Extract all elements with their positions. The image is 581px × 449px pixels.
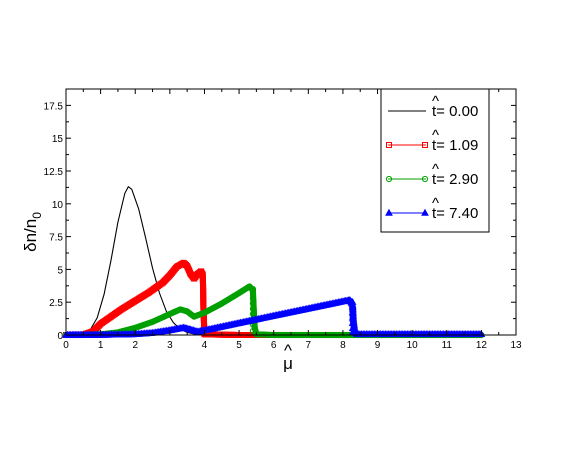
legend-hat: ^ (432, 127, 439, 144)
y-axis-label-sub: 0 (30, 212, 44, 219)
y-tick-label: 17.5 (44, 101, 64, 112)
x-axis-label: μ (283, 354, 293, 373)
legend-hat: ^ (432, 161, 439, 178)
series-point (189, 312, 197, 319)
x-tick-label: 1 (98, 340, 104, 351)
x-tick-label: 2 (132, 340, 138, 351)
x-tick-label: 8 (340, 340, 346, 351)
x-tick-label: 10 (407, 340, 419, 351)
x-tick-label: 11 (442, 340, 453, 351)
y-tick-label: 5 (57, 265, 63, 276)
legend-marker (422, 142, 428, 148)
legend-item-4: ^t= 7.40 (385, 195, 478, 222)
x-tick-label: 6 (271, 340, 277, 351)
legend-marker (385, 208, 393, 216)
x-tick-label: 7 (306, 340, 312, 351)
y-tick-label: 2.5 (49, 298, 63, 309)
x-tick-label: 5 (236, 340, 242, 351)
legend-marker (421, 175, 429, 183)
series-point (249, 327, 257, 335)
legend-marker (385, 175, 393, 183)
y-axis-label-main: δn/n (21, 219, 40, 252)
legend-marker (421, 208, 429, 216)
y-tick-label: 12.5 (44, 167, 64, 178)
y-axis-label: δn/n0 (21, 212, 44, 252)
legend-item-2: ^t= 1.09 (386, 127, 478, 154)
series-2 (63, 259, 277, 338)
legend-item-3: ^t= 2.90 (385, 161, 478, 188)
legend-box (380, 88, 490, 233)
y-tick-label: 10 (52, 200, 64, 211)
x-tick-label: 3 (167, 340, 173, 351)
x-tick-label: 13 (510, 340, 522, 351)
legend-label: t= 0.00 (432, 103, 478, 120)
legend-hat: ^ (432, 195, 439, 212)
x-tick-label: 12 (476, 340, 488, 351)
x-tick-label: 4 (202, 340, 208, 351)
x-tick-label: 9 (375, 340, 381, 351)
x-axis-label-hat: ^ (284, 341, 292, 360)
legend-label: t= 2.90 (432, 171, 478, 188)
y-tick-label: 7.5 (49, 233, 63, 244)
legend-item-1: ^t= 0.00 (388, 93, 478, 120)
legend-label: t= 1.09 (432, 137, 478, 154)
x-tick-label: 0 (63, 340, 69, 351)
legend-label: t= 7.40 (432, 205, 478, 222)
y-tick-label: 15 (52, 134, 64, 145)
legend-hat: ^ (432, 93, 439, 110)
series-point (249, 285, 257, 293)
legend: ^t= 0.00^t= 1.09^t= 2.90^t= 7.40 (380, 88, 490, 233)
y-tick-label: 0 (57, 331, 63, 342)
legend-marker (386, 142, 392, 148)
